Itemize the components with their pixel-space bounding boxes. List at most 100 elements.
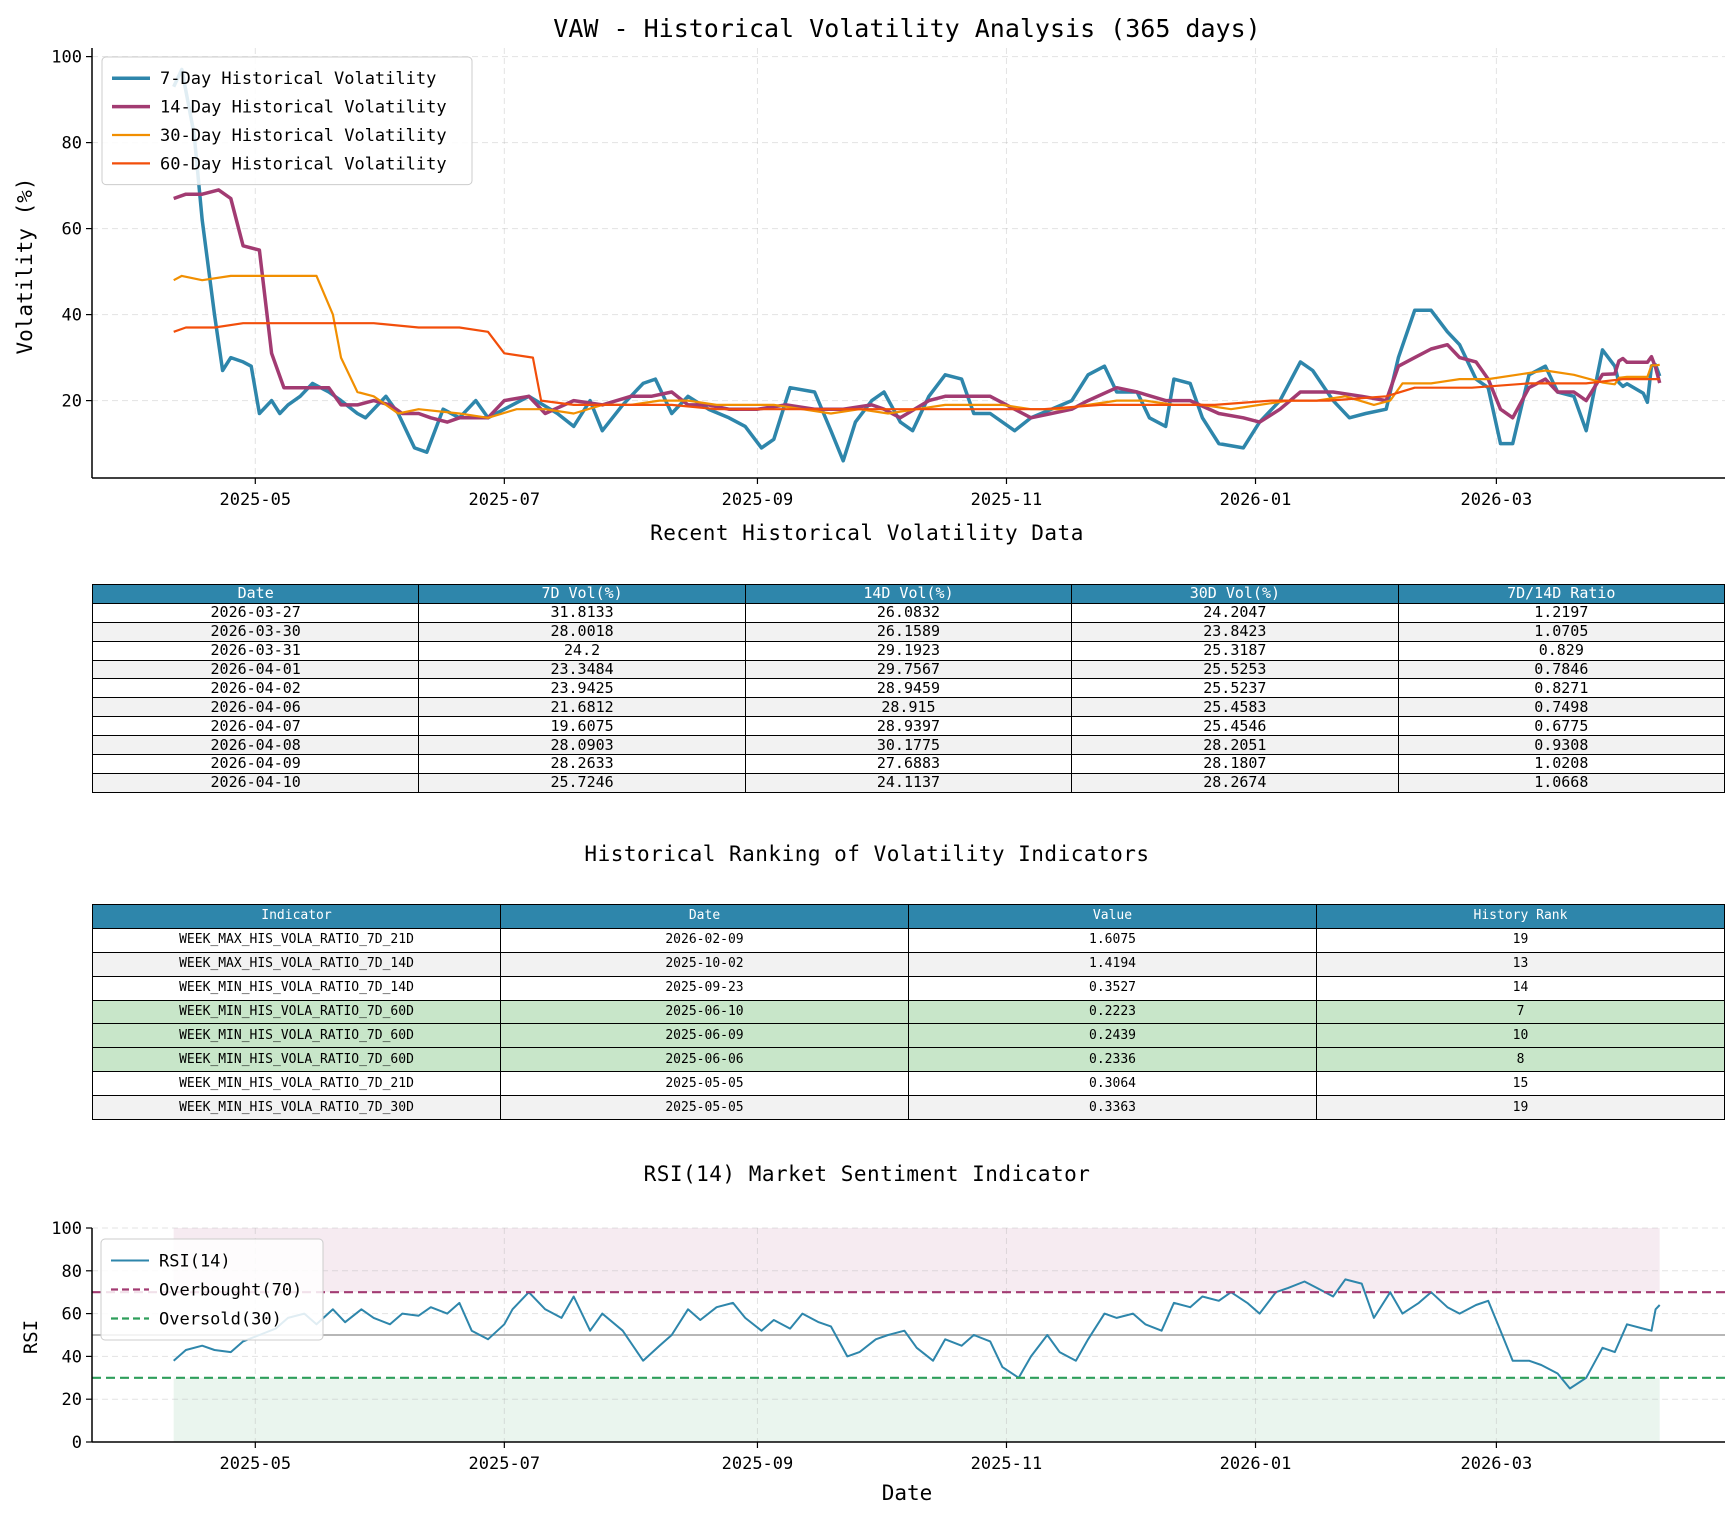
recent-volatility-table-row: 2026-04-09 28.2633 27.6883 28.1807 1.0208 (91, 754, 1726, 774)
ranking-table-column-header: Value (908, 904, 1317, 929)
volatility-y-axis-label: Volatility (%) (13, 177, 37, 354)
x-tick-label: 2026-01 (1220, 1454, 1292, 1474)
recent-volatility-table-cell: 0.6775 (1397, 716, 1726, 737)
volatility-series (172, 67, 1662, 463)
rsi-series-line-0 (173, 1278, 1661, 1390)
recent-volatility-table-cell: 1.0668 (1397, 772, 1726, 793)
recent-volatility-table-cell: 2026-04-06 (91, 697, 420, 718)
recent-volatility-table-cell: 28.9397 (744, 716, 1073, 737)
recent-volatility-table-row: 2026-04-07 19.6075 28.9397 25.4546 0.6775 (91, 716, 1726, 737)
legend-label: 60-Day Historical Volatility (160, 154, 447, 174)
ranking-table-column-header: Indicator (92, 904, 501, 929)
y-tick-label: 60 (62, 1305, 82, 1325)
ranking-table-cell: 0.2336 (908, 1047, 1317, 1073)
ranking-table-row: WEEK_MIN_HIS_VOLA_RATIO_7D_30D 2025-05-05… (92, 1095, 1725, 1121)
recent-volatility-table-cell: 2026-03-30 (91, 621, 420, 642)
recent-volatility-table-header: Date 7D Vol(%) 14D Vol(%) 30D Vol(%) 7D/14D … (91, 584, 1726, 604)
ranking-table-cell: WEEK_MIN_HIS_VOLA_RATIO_7D_60D (92, 1047, 501, 1073)
recent-volatility-table-cell: 29.1923 (744, 640, 1073, 661)
recent-volatility-table-cell: 2026-04-08 (91, 735, 420, 756)
recent-volatility-table-cell: 2026-04-09 (91, 754, 420, 774)
ranking-table-cell: 2025-05-05 (500, 1095, 909, 1121)
x-tick-label: 2026-01 (1220, 490, 1292, 510)
rsi-band-1 (173, 1377, 1660, 1442)
recent-volatility-table-cell: 1.0705 (1397, 621, 1726, 642)
recent-volatility-table-cell: 24.2 (418, 640, 746, 661)
ranking-table-cell: 0.3363 (908, 1095, 1317, 1121)
ranking-table-cell: WEEK_MAX_HIS_VOLA_RATIO_7D_21D (92, 927, 501, 953)
ranking-table-cell: 8 (1316, 1047, 1725, 1073)
rsi-chart: 2025-05 2025-07 2025-09 2025-11 2026-01 2026-… (20, 1219, 1725, 1505)
ranking-table-cell: WEEK_MIN_HIS_VOLA_RATIO_7D_21D (92, 1071, 501, 1097)
ranking-table: Indicator Date Value History Rank WEEK_MAX_… (92, 904, 1725, 1121)
ranking-table-cell: WEEK_MIN_HIS_VOLA_RATIO_7D_14D (92, 975, 501, 1001)
y-tick-label: 80 (62, 1262, 82, 1282)
ranking-table-row: WEEK_MIN_HIS_VOLA_RATIO_7D_60D 2025-06-09… (92, 1023, 1725, 1049)
legend-label: 14-Day Historical Volatility (160, 98, 447, 118)
y-tick-label: 100 (51, 1219, 82, 1239)
y-tick-label: 80 (62, 134, 82, 154)
recent-volatility-table-cell: 1.2197 (1397, 602, 1726, 623)
recent-volatility-table-cell: 25.4583 (1071, 697, 1399, 718)
recent-volatility-table-cell: 0.9308 (1397, 735, 1726, 756)
recent-volatility-table-column-header: 30D Vol(%) (1071, 584, 1399, 604)
recent-volatility-table: Date 7D Vol(%) 14D Vol(%) 30D Vol(%) 7D/14D … (91, 584, 1726, 793)
recent-volatility-table-cell: 23.8423 (1071, 621, 1399, 642)
legend-label: Overbought(70) (159, 1281, 302, 1301)
recent-volatility-table-cell: 26.1589 (744, 621, 1073, 642)
recent-volatility-table-cell: 0.829 (1397, 640, 1726, 661)
y-tick-label: 40 (62, 1347, 82, 1367)
ranking-table-cell: 13 (1316, 951, 1725, 977)
rsi-series (92, 1278, 1725, 1390)
recent-volatility-table-cell: 25.5237 (1071, 678, 1399, 699)
x-tick-label: 2025-11 (971, 1454, 1043, 1474)
recent-volatility-table-cell: 25.4546 (1071, 716, 1399, 737)
recent-volatility-table-cell: 24.1137 (744, 772, 1073, 793)
ranking-table-cell: 10 (1316, 1023, 1725, 1049)
legend-label: 7-Day Historical Volatility (160, 69, 436, 89)
recent-volatility-table-column-header: 14D Vol(%) (744, 584, 1073, 604)
rsi-band-0 (173, 1228, 1660, 1293)
recent-volatility-table-cell: 28.2633 (418, 754, 746, 774)
recent-volatility-table-cell: 25.7246 (418, 772, 746, 793)
recent-volatility-table-column-header: Date (91, 584, 420, 604)
recent-volatility-table-cell: 28.2674 (1071, 772, 1399, 793)
recent-volatility-table-cell: 28.0903 (418, 735, 746, 756)
recent-volatility-table-cell: 28.9459 (744, 678, 1073, 699)
recent-volatility-table-cell: 23.3484 (418, 659, 746, 680)
x-tick-label: 2025-11 (971, 490, 1043, 510)
vol-series-line-2 (173, 274, 1660, 419)
recent-volatility-table-cell: 2026-03-27 (91, 602, 420, 623)
ranking-table-cell: 0.2439 (908, 1023, 1317, 1049)
ranking-table-column-header: Date (500, 904, 909, 929)
y-tick-label: 60 (62, 220, 82, 240)
recent-volatility-table-cell: 28.915 (744, 697, 1073, 718)
recent-volatility-table-cell: 27.6883 (744, 754, 1073, 774)
x-tick-label: 2025-05 (219, 1454, 291, 1474)
ranking-table-cell: 19 (1316, 927, 1725, 953)
volatility-axes: 2025-05 2025-07 2025-09 2025-11 2026-01 2026-… (51, 48, 1725, 510)
ranking-table-row: WEEK_MIN_HIS_VOLA_RATIO_7D_60D 2025-06-10… (92, 999, 1725, 1025)
ranking-table-cell: WEEK_MIN_HIS_VOLA_RATIO_7D_30D (92, 1095, 501, 1121)
ranking-table-cell: 2025-06-06 (500, 1047, 909, 1073)
y-tick-label: 100 (51, 48, 82, 68)
recent-volatility-table-cell: 0.8271 (1397, 678, 1726, 699)
ranking-table-row: WEEK_MIN_HIS_VOLA_RATIO_7D_60D 2025-06-06… (92, 1047, 1725, 1073)
volatility-chart-title: VAW - Historical Volatility Analysis (36… (553, 14, 1260, 43)
ranking-table-cell: 2025-09-23 (500, 975, 909, 1001)
legend-frame (100, 1238, 324, 1341)
ranking-table-cell: 2026-02-09 (500, 927, 909, 953)
recent-volatility-table-row: 2026-03-27 31.8133 26.0832 24.2047 1.2197 (91, 602, 1726, 623)
recent-volatility-table-row: 2026-04-06 21.6812 28.915 25.4583 0.7498 (91, 697, 1726, 718)
ranking-table-cell: 7 (1316, 999, 1725, 1025)
recent-volatility-table-row: 2026-03-31 24.2 29.1923 25.3187 0.829 (91, 640, 1726, 661)
ranking-table-cell: 2025-10-02 (500, 951, 909, 977)
recent-volatility-table-cell: 2026-04-10 (91, 772, 420, 793)
recent-volatility-table-cell: 28.1807 (1071, 754, 1399, 774)
y-tick-label: 20 (62, 1390, 82, 1410)
x-tick-label: 2025-09 (722, 1454, 794, 1474)
recent-volatility-table-cell: 2026-04-02 (91, 678, 420, 699)
ranking-table-row: WEEK_MIN_HIS_VOLA_RATIO_7D_14D 2025-09-23… (92, 975, 1725, 1001)
ranking-table-cell: 19 (1316, 1095, 1725, 1121)
y-tick-label: 20 (62, 392, 82, 412)
